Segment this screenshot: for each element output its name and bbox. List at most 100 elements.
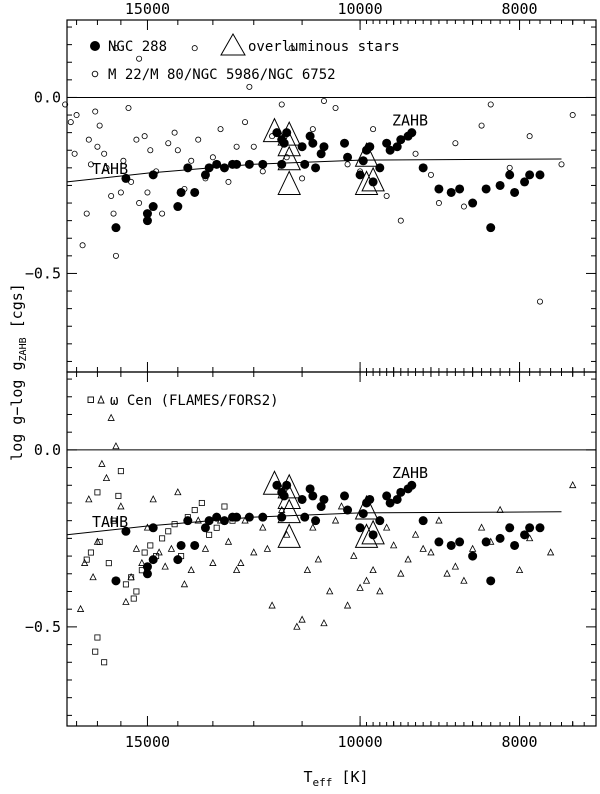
ngc288-point	[316, 149, 326, 159]
x-axis-label-unit: [K]	[332, 768, 368, 786]
ngc288-point	[495, 533, 505, 543]
ngc288-point	[319, 142, 329, 152]
gc-point	[165, 140, 172, 147]
ngc288-point	[308, 491, 318, 501]
ngc288-point	[311, 516, 321, 526]
overluminous-point	[277, 523, 301, 548]
gc-point	[112, 45, 119, 52]
ngc288-point	[176, 540, 186, 550]
y-axis-label-main: log g−log g	[8, 361, 26, 460]
omega-cen-triangle-point	[382, 523, 391, 531]
legend-omega-square-marker	[87, 396, 94, 403]
ngc288-point	[418, 516, 428, 526]
omega-cen-triangle-point	[411, 530, 420, 538]
gc-point	[71, 150, 78, 157]
ngc288-point	[392, 494, 402, 504]
omega-cen-square-point	[115, 492, 122, 499]
ngc288-point	[297, 142, 307, 152]
ngc288-point	[392, 142, 402, 152]
gc-point	[191, 45, 198, 52]
omega-cen-triangle-point	[419, 544, 427, 552]
ngc288-point	[486, 576, 496, 586]
gc-point	[94, 143, 101, 150]
ngc288-point	[277, 512, 287, 522]
ngc288-point	[300, 159, 310, 169]
ngc288-point	[535, 170, 545, 180]
omega-cen-triangle-point	[224, 537, 233, 545]
ngc288-point	[525, 523, 535, 533]
omega-cen-square-point	[110, 517, 117, 524]
gc-point	[460, 203, 467, 210]
ngc288-point	[319, 494, 329, 504]
ngc288-point	[258, 159, 268, 169]
ngc288-point	[434, 184, 444, 194]
omega-cen-triangle-point	[237, 558, 245, 566]
ngc288-point	[297, 494, 307, 504]
ngc288-point	[368, 177, 378, 187]
ngc288-point	[232, 159, 242, 169]
omega-cen-triangle-point	[161, 562, 169, 570]
omega-cen-triangle-point	[122, 597, 130, 605]
omega-cen-triangle-point	[85, 495, 93, 503]
omega-cen-square-point	[171, 521, 178, 528]
omega-cen-triangle-point	[174, 488, 182, 496]
omega-cen-triangle-point	[369, 565, 377, 574]
ngc288-point	[244, 512, 254, 522]
gc-point	[144, 189, 151, 196]
ngc288-point	[200, 523, 210, 533]
omega-cen-triangle-point	[232, 565, 241, 574]
ngc288-point	[340, 138, 350, 148]
omega-cen-square-point	[117, 468, 124, 475]
omega-cen-square-point	[147, 542, 154, 549]
omega-cen-triangle-point	[201, 544, 210, 552]
ngc288-point	[300, 512, 310, 522]
gc-point	[259, 168, 266, 175]
ngc288-point	[121, 173, 131, 183]
ngc288-point	[244, 159, 254, 169]
gc-point	[526, 133, 533, 140]
y-axis-label-sub: ZAHB	[18, 337, 29, 361]
gc-point	[120, 157, 127, 164]
ngc288-point	[212, 512, 222, 522]
ngc288-point	[316, 502, 326, 512]
omega-cen-triangle-point	[117, 502, 125, 510]
gc-point	[250, 143, 257, 150]
ngc288-point	[148, 523, 158, 533]
omega-cen-square-point	[191, 507, 198, 514]
omega-cen-triangle-point	[496, 505, 504, 513]
ngc288-point	[148, 170, 158, 180]
omega-cen-square-point	[105, 560, 112, 567]
ngc288-point	[212, 159, 222, 169]
omega-cen-triangle-point	[102, 473, 111, 482]
ngc288-point	[219, 163, 229, 173]
ngc288-point	[142, 569, 152, 579]
omega-cen-triangle-point	[263, 544, 272, 552]
omega-cen-triangle-point	[250, 548, 258, 556]
ngc288-point	[204, 516, 214, 526]
gc-point	[397, 217, 404, 224]
gc-point	[332, 105, 339, 112]
omega-cen-square-point	[198, 499, 205, 506]
gc-point	[242, 119, 249, 126]
omega-cen-triangle-point	[546, 548, 555, 556]
gc-point	[110, 210, 117, 217]
ngc288-point	[142, 562, 152, 572]
overluminous-point	[361, 166, 385, 192]
x-axis-label-sub: eff	[313, 776, 333, 789]
gc-point	[278, 101, 285, 108]
legend-overluminous-label: overluminous stars	[248, 39, 400, 55]
ngc288-point	[305, 131, 315, 141]
omega-cen-triangle-point	[331, 516, 340, 524]
omega-cen-triangle-point	[138, 558, 146, 566]
ngc288-point	[176, 187, 186, 197]
omega-cen-triangle-point	[460, 576, 468, 584]
ngc288-point	[455, 184, 465, 194]
omega-cen-triangle-point	[76, 604, 85, 612]
legend-omega-triangle-marker	[97, 394, 105, 404]
omega-cen-triangle-point	[515, 565, 524, 574]
ngc288-point	[525, 170, 535, 180]
gc-point	[174, 147, 181, 154]
ngc288-point	[495, 180, 505, 190]
zahb-label: ZAHB	[392, 464, 428, 482]
